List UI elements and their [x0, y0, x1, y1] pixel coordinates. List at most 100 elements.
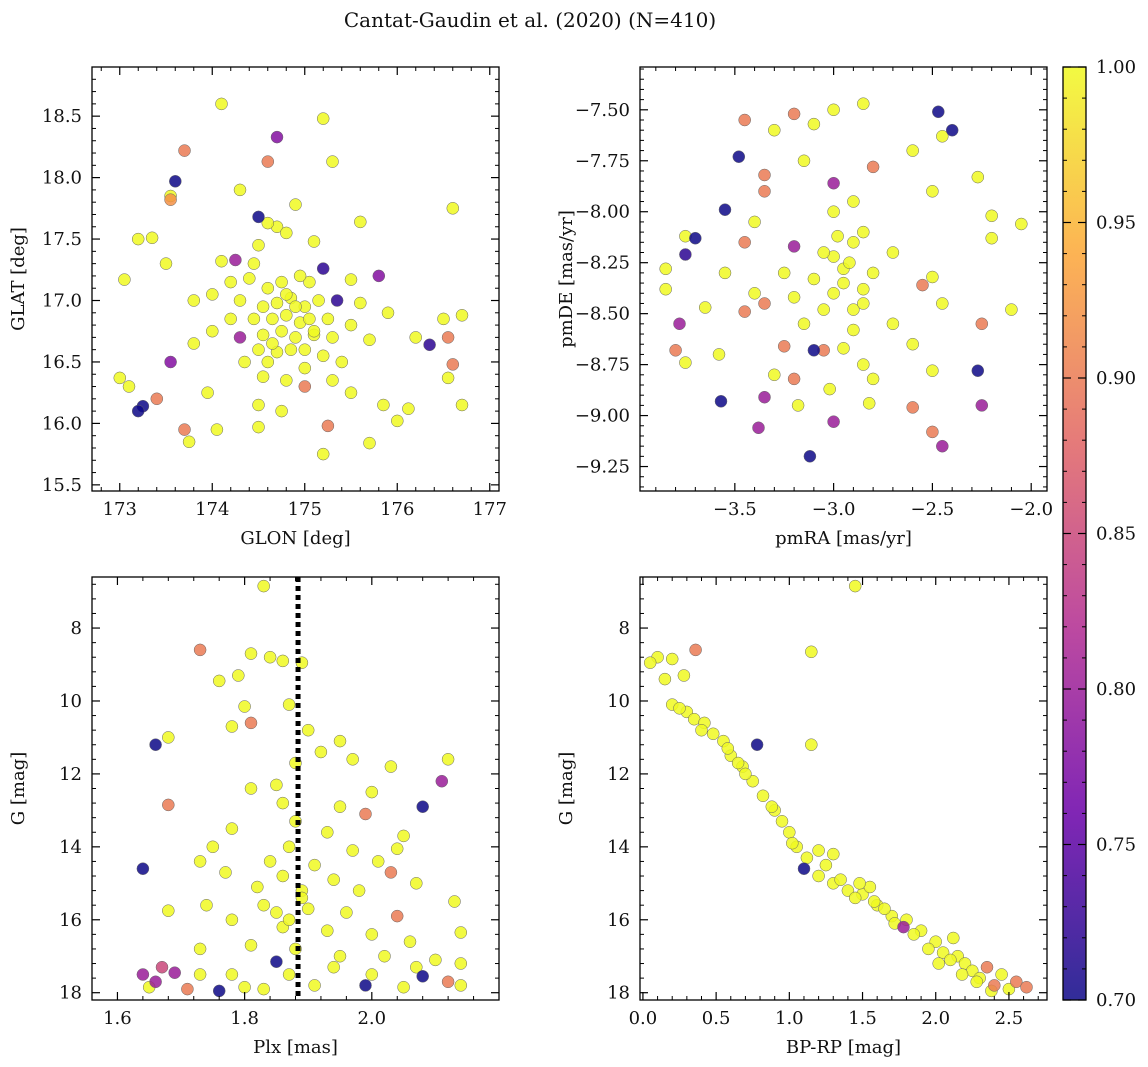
- x-axis-label: GLON [deg]: [240, 528, 350, 549]
- data-point: [827, 415, 840, 428]
- x-axis-label: Plx [mas]: [253, 1037, 338, 1058]
- colorbar-tick-label: 0.75: [1096, 835, 1136, 856]
- data-point: [878, 902, 891, 916]
- data-point: [280, 374, 293, 387]
- data-point: [848, 891, 862, 905]
- data-point: [131, 404, 145, 418]
- data-point: [837, 276, 850, 290]
- data-point: [243, 272, 256, 285]
- data-point: [866, 266, 880, 280]
- data-point: [193, 855, 207, 868]
- data-point: [244, 939, 258, 952]
- data-point: [423, 338, 436, 352]
- panel-proper-motion: −3.5 −3.0 −2.5 −2.0 −9.25 −9.00 −8.75 −8.50 −8.2…: [556, 66, 1053, 549]
- y-tick-label: −8.50: [575, 304, 630, 325]
- x-tick-label: 1.0: [775, 1008, 804, 1029]
- data-point: [454, 979, 468, 992]
- data-point: [233, 331, 247, 344]
- data-point: [316, 112, 330, 125]
- data-point: [372, 269, 386, 283]
- data-point: [1015, 217, 1028, 231]
- data-point: [659, 282, 672, 296]
- data-point: [866, 372, 880, 386]
- x-tick-label: 177: [473, 499, 507, 520]
- data-point: [301, 902, 315, 916]
- data-point: [812, 869, 825, 883]
- data-point: [437, 312, 450, 326]
- y-tick-label: 10: [59, 691, 82, 712]
- data-point: [797, 154, 811, 168]
- data-point: [284, 343, 298, 356]
- data-point: [665, 652, 679, 666]
- data-point: [321, 924, 334, 937]
- data-point: [679, 248, 692, 261]
- data-point: [805, 738, 818, 751]
- y-tick-label: 12: [59, 764, 82, 785]
- data-point: [210, 423, 224, 436]
- data-point: [261, 281, 275, 295]
- data-point: [247, 312, 261, 326]
- y-tick-label: −7.75: [575, 151, 630, 172]
- data-point: [706, 727, 720, 741]
- colorbar: 0.70 0.75 0.80 0.85 0.90 0.95 1.00: [1062, 57, 1136, 1011]
- data-point: [837, 342, 850, 355]
- data-point: [410, 877, 423, 890]
- y-axis-label: G [mag]: [8, 752, 29, 825]
- data-point: [897, 920, 910, 934]
- y-tick-label: −8.25: [575, 253, 630, 274]
- data-point: [354, 215, 367, 229]
- data-point: [947, 931, 960, 945]
- points-group: [659, 97, 1028, 463]
- data-point: [446, 358, 460, 371]
- data-point: [867, 895, 881, 908]
- data-point: [777, 266, 791, 280]
- x-tick-label: 2.0: [921, 1008, 950, 1029]
- data-point: [252, 343, 265, 356]
- data-point: [238, 355, 251, 369]
- data-point: [787, 240, 801, 253]
- x-tick-label: −3.0: [812, 499, 856, 520]
- data-point: [827, 287, 840, 300]
- data-point: [307, 235, 321, 248]
- y-tick-label: 8: [71, 618, 82, 639]
- data-point: [926, 425, 939, 439]
- data-point: [731, 756, 745, 770]
- data-point: [316, 349, 330, 363]
- data-point: [857, 225, 870, 239]
- data-point: [113, 371, 127, 385]
- x-tick-label: 175: [288, 499, 322, 520]
- data-point: [354, 296, 367, 310]
- data-point: [377, 398, 390, 412]
- data-point: [932, 105, 945, 119]
- data-point: [225, 968, 239, 981]
- data-point: [275, 275, 288, 289]
- data-point: [756, 789, 770, 803]
- axes-frame: [639, 66, 1048, 492]
- x-tick-label: 1.5: [848, 1008, 877, 1029]
- data-point: [181, 982, 194, 996]
- points-group: [113, 97, 469, 461]
- axes-frame: [91, 576, 500, 1001]
- data-point: [397, 829, 410, 843]
- data-point: [857, 282, 870, 296]
- panel-position: 173 174 175 176 177 15.5 16.0 16.5 17.0 17.5 18.0 1…: [8, 66, 507, 549]
- data-point: [371, 855, 385, 868]
- data-point: [971, 170, 985, 184]
- data-point: [252, 398, 265, 412]
- data-point: [257, 898, 270, 912]
- data-point: [365, 785, 379, 799]
- data-point: [298, 343, 312, 356]
- data-point: [229, 253, 242, 267]
- data-point: [807, 117, 821, 131]
- data-point: [200, 898, 213, 912]
- y-tick-label: 18: [607, 983, 630, 1004]
- data-point: [270, 130, 284, 144]
- data-point: [384, 866, 398, 879]
- data-point: [886, 246, 900, 259]
- data-point: [926, 185, 939, 198]
- data-point: [748, 287, 761, 300]
- data-point: [136, 968, 150, 981]
- y-tick-label: 18.0: [42, 168, 82, 189]
- data-point: [455, 309, 469, 322]
- y-tick-label: 16.5: [42, 352, 82, 373]
